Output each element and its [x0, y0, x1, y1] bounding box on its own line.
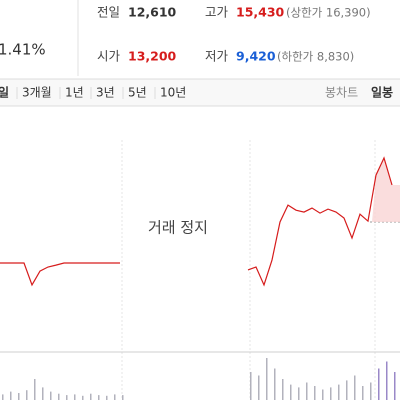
- volume-bar: [394, 372, 396, 400]
- volume-bar: [354, 375, 356, 400]
- volume-bar: [90, 393, 92, 400]
- volume-bar: [338, 384, 340, 400]
- chart-kind-tab[interactable]: 봉차트: [325, 86, 358, 100]
- interval-tab[interactable]: 일봉: [371, 86, 393, 100]
- period-tab[interactable]: 10년: [160, 86, 186, 100]
- period-tab[interactable]: 5년: [128, 86, 147, 100]
- volume-bar: [42, 387, 44, 400]
- low-value: 9,420: [236, 49, 276, 64]
- volume-bar: [106, 395, 108, 400]
- volume-bar: [330, 387, 332, 400]
- volume-bar: [66, 395, 68, 400]
- open-value: 13,200: [128, 49, 177, 64]
- volume-bar: [26, 390, 28, 400]
- change-rate: 1.41%: [0, 41, 46, 59]
- upper-limit: (상한가 16,390): [286, 6, 371, 20]
- volume-bar: [34, 379, 36, 400]
- period-tab[interactable]: 1년: [65, 86, 84, 100]
- volume-bar: [50, 391, 52, 400]
- lower-limit: (하한가 8,830): [277, 50, 354, 64]
- price-line: [0, 156, 393, 287]
- prev-close-label: 전일: [97, 5, 120, 20]
- volume-bar: [282, 379, 284, 400]
- volume-bar: [370, 382, 372, 400]
- period-tab[interactable]: 일: [0, 86, 9, 100]
- prev-close-value: 12,610: [128, 5, 177, 20]
- volume-bar: [290, 384, 292, 400]
- low-label: 저가: [205, 49, 229, 64]
- period-tab[interactable]: 3개월: [22, 86, 52, 100]
- volume-bar: [346, 380, 348, 400]
- volume-bar: [298, 387, 300, 400]
- volume-bar: [274, 368, 276, 400]
- volume-bar: [58, 393, 60, 400]
- open-label: 시가: [97, 49, 121, 64]
- volume-bar: [258, 375, 260, 400]
- volume-bar: [114, 394, 116, 400]
- volume-bar: [82, 395, 84, 400]
- volume-bar: [386, 361, 388, 400]
- high-label: 고가: [205, 5, 229, 20]
- period-tab[interactable]: 3년: [96, 86, 115, 100]
- volume-bar: [2, 394, 4, 400]
- tab-bar: [0, 78, 400, 107]
- high-value: 15,430: [236, 5, 285, 20]
- volume-bar: [322, 389, 324, 400]
- volume-bar: [378, 368, 380, 400]
- volume-bar: [98, 395, 100, 400]
- volume-bar: [10, 391, 12, 400]
- volume-bar: [250, 372, 252, 400]
- volume-bar: [122, 395, 124, 400]
- volume-bar: [306, 382, 308, 400]
- volume-bar: [314, 386, 316, 400]
- volume-bar: [18, 393, 20, 400]
- area-fill: [372, 157, 400, 222]
- volume-bar: [266, 358, 268, 400]
- volume-bar: [74, 394, 76, 400]
- halt-annotation: 거래 정지: [148, 219, 208, 237]
- volume-bar: [362, 386, 364, 400]
